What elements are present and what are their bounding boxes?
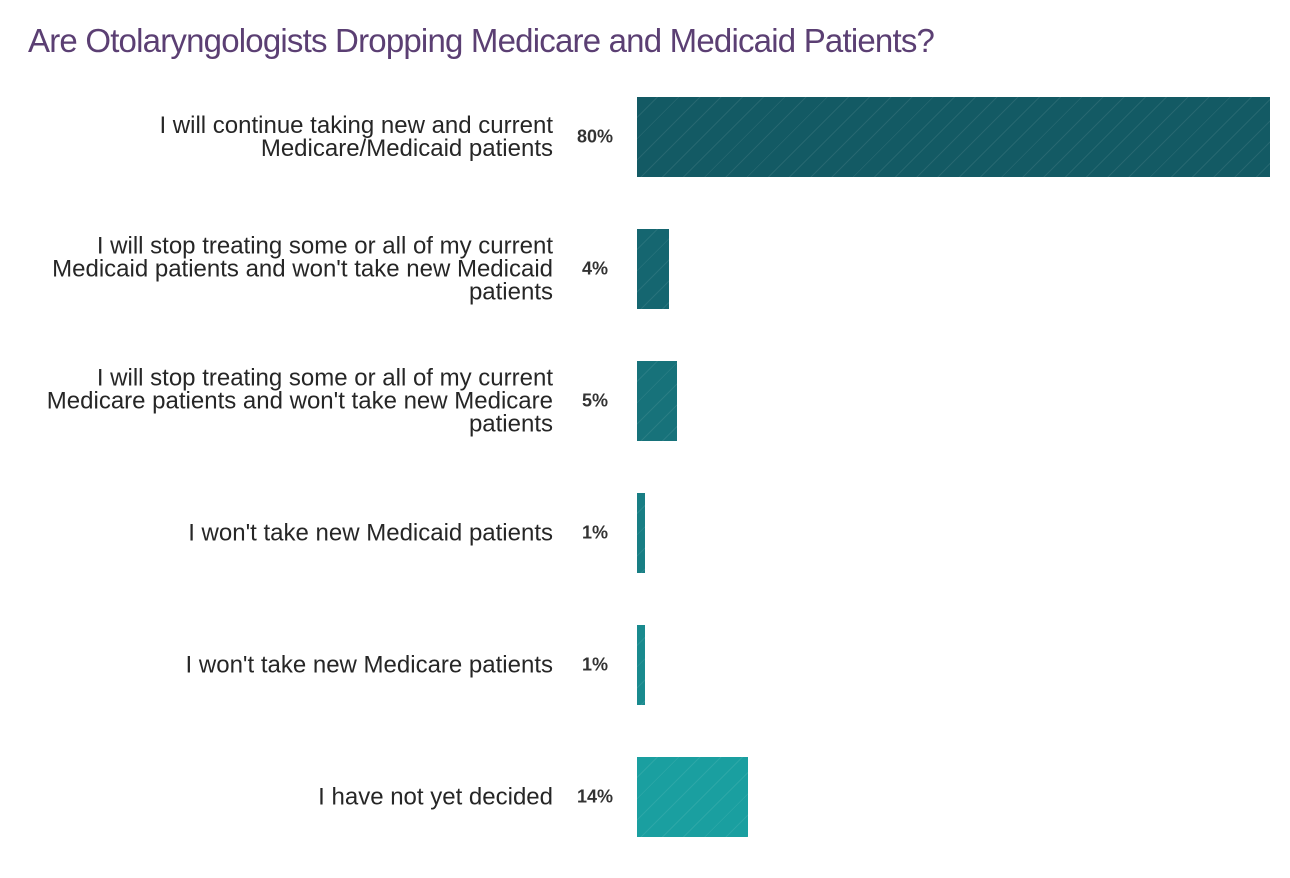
value-label: 80%: [576, 126, 614, 147]
bar: [637, 361, 677, 441]
category-label: I will continue taking new and current M…: [159, 112, 553, 162]
bar: [637, 625, 645, 705]
category-label: I won't take new Medicaid patients: [188, 519, 553, 547]
category-label: I will stop treating some or all of my c…: [46, 364, 553, 438]
value-label: 1%: [581, 522, 608, 543]
category-label: I have not yet decided: [318, 783, 553, 811]
category-label: I will stop treating some or all of my c…: [52, 232, 553, 306]
value-label: 4%: [581, 258, 608, 279]
bar: [637, 493, 645, 573]
bar: [637, 757, 748, 837]
category-label: I won't take new Medicare patients: [185, 651, 553, 679]
value-label: 14%: [576, 786, 614, 807]
bar: [637, 97, 1270, 177]
value-label: 5%: [581, 390, 608, 411]
bar: [637, 229, 669, 309]
chart-title: Are Otolaryngologists Dropping Medicare …: [28, 22, 935, 59]
value-label: 1%: [581, 654, 608, 675]
